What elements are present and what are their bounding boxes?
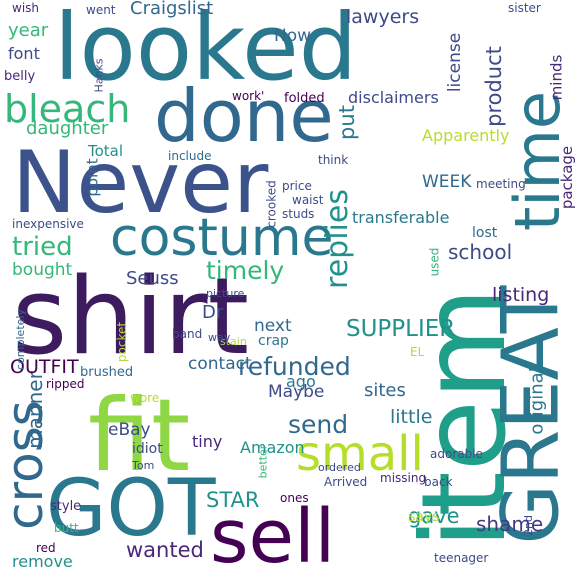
word: gave — [408, 504, 460, 528]
word: listing — [492, 284, 550, 306]
word: style — [50, 499, 82, 514]
word: ago — [286, 372, 316, 391]
word: wish — [12, 1, 40, 15]
word: minds — [547, 54, 566, 101]
word: belly — [4, 69, 36, 84]
word: went — [86, 3, 116, 17]
word: ones — [280, 491, 309, 505]
word: school — [448, 240, 513, 264]
word: crooked — [264, 180, 279, 228]
word: timely — [206, 256, 285, 285]
word: sister — [508, 1, 541, 15]
word: back — [424, 475, 453, 489]
word: Maybe — [268, 382, 325, 402]
word: wore — [130, 391, 160, 405]
word: tiny — [192, 432, 223, 451]
word: better — [256, 444, 270, 479]
word: 2nd — [521, 515, 535, 536]
word: remove — [12, 552, 73, 571]
word: missing — [380, 471, 427, 485]
word: waist — [292, 193, 324, 207]
word: original — [526, 367, 548, 435]
word: sites — [364, 380, 406, 401]
word: bought — [12, 260, 73, 280]
word: Tom — [132, 459, 155, 472]
word: picture — [206, 287, 245, 300]
word: STAR — [206, 488, 260, 512]
word: butt — [54, 521, 79, 535]
word: font — [8, 44, 40, 63]
word: point — [83, 158, 102, 197]
word: eBay — [108, 420, 151, 440]
word: fit — [88, 377, 191, 494]
word: Now — [274, 26, 312, 46]
word: studs — [282, 207, 315, 221]
word: product — [481, 46, 506, 127]
word: lawyers — [346, 6, 420, 28]
word: shirt — [12, 255, 249, 378]
word: meeting — [476, 177, 526, 191]
word: brushed — [80, 365, 134, 380]
word: inexpensive — [12, 217, 84, 231]
word: Apparently — [422, 126, 510, 145]
word: lost — [472, 225, 498, 241]
word: Dr — [202, 302, 224, 323]
word: looked — [54, 0, 358, 101]
word: crap — [258, 333, 289, 349]
word: says — [408, 509, 440, 525]
word: include — [168, 149, 212, 163]
word: next — [254, 316, 292, 336]
word: EL — [410, 345, 425, 359]
word: replies — [319, 189, 355, 289]
word: little — [390, 406, 433, 428]
word: tried — [12, 232, 73, 262]
word: Amazon — [240, 438, 305, 457]
word: wanted — [126, 538, 204, 562]
word: license — [445, 32, 466, 93]
word: price — [282, 179, 312, 193]
word: completely — [13, 309, 27, 370]
word: think — [318, 153, 349, 167]
word: Seuss — [126, 268, 179, 289]
word: adorable — [430, 447, 483, 461]
word: sell — [210, 494, 336, 576]
word: costume — [110, 208, 334, 268]
word: stain — [220, 335, 247, 348]
word: year — [8, 20, 49, 41]
word: SUPPLIER — [346, 316, 456, 342]
word: refunded — [238, 352, 351, 381]
word: ordered — [318, 461, 361, 474]
word: disclaimers — [348, 88, 439, 107]
word: transferable — [352, 208, 450, 227]
word: GOT — [46, 464, 216, 554]
word: Hanks — [92, 58, 106, 93]
word: small — [296, 426, 424, 482]
word: Craigslist — [130, 0, 214, 19]
word: work' — [232, 89, 265, 103]
word: OUTFIT — [10, 356, 79, 378]
word: teenager — [434, 551, 489, 565]
word: daughter — [26, 118, 109, 139]
word: Total — [88, 142, 124, 160]
word: folded — [284, 91, 325, 106]
word: Never — [12, 133, 269, 233]
word: put — [334, 105, 359, 140]
word: pocket — [115, 321, 130, 363]
word: band — [172, 327, 203, 341]
word: send — [288, 410, 349, 439]
word: red — [36, 541, 56, 555]
word: manner — [22, 371, 47, 449]
word: done — [154, 74, 334, 158]
word: bleach — [4, 87, 131, 131]
word: shame — [476, 512, 544, 536]
word: Arrived — [324, 475, 368, 489]
word: contact — [188, 354, 252, 374]
word: used — [427, 247, 442, 277]
word: way — [208, 331, 231, 344]
word: WEEK — [422, 172, 472, 192]
word: ripped — [46, 377, 85, 391]
word: package — [558, 145, 576, 210]
word: idiot — [132, 441, 163, 457]
